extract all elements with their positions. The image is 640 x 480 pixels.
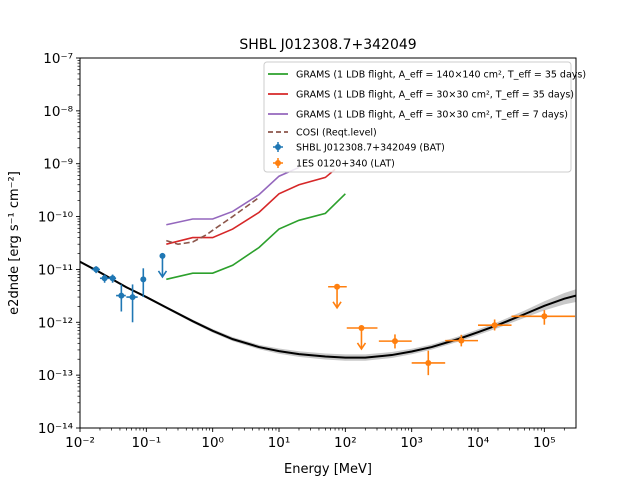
lat-ul-arrow-1 bbox=[356, 342, 367, 351]
chart-title: SHBL J012308.7+342049 bbox=[239, 37, 416, 53]
lat-point-3 bbox=[411, 350, 446, 376]
lat-marker-5 bbox=[491, 322, 498, 329]
bat-point-1 bbox=[99, 274, 109, 283]
lat-marker-4 bbox=[458, 337, 465, 344]
bat-marker-4 bbox=[129, 294, 136, 301]
y-tick-label: 10⁻⁸ bbox=[43, 104, 73, 120]
sensitivity-curve-1 bbox=[166, 168, 336, 245]
lat-point-1 bbox=[346, 324, 378, 351]
legend-label-grams-small-7d: GRAMS (1 LDB flight, A_eff = 30×30 cm², … bbox=[296, 110, 568, 121]
lat-point-6 bbox=[511, 310, 576, 325]
y-tick-label: 10⁻¹³ bbox=[38, 368, 73, 384]
lat-marker-0 bbox=[334, 283, 341, 290]
bat-marker-3 bbox=[118, 292, 125, 299]
lat-ul-arrow-0 bbox=[332, 301, 342, 310]
lat-point-2 bbox=[378, 334, 412, 349]
bat-point-0 bbox=[91, 266, 100, 274]
axes: 10⁻² 10⁻¹ 10⁰ 10¹ 10² 10³ 10⁴ 10⁵ 10⁻¹⁴ 10⁻¹³ 10⁻¹… bbox=[38, 51, 565, 451]
model-uncertainty-band bbox=[80, 260, 576, 361]
sensitivity-curve-0 bbox=[166, 193, 346, 281]
bat-ul-arrow-6 bbox=[157, 270, 168, 279]
y-tick-label: 10⁻⁹ bbox=[43, 157, 73, 173]
y-tick-label: 10⁻¹⁴ bbox=[38, 421, 73, 437]
sensitivity-curve-3 bbox=[166, 196, 260, 246]
bat-marker-5 bbox=[140, 276, 147, 283]
sensitivity-curve-2 bbox=[166, 166, 300, 226]
legend-label-lat: 1ES 0120+340 (LAT) bbox=[296, 159, 395, 170]
bat-marker-6 bbox=[159, 252, 166, 259]
legend-marker-lat bbox=[273, 158, 283, 168]
lat-point-5 bbox=[478, 319, 512, 331]
x-axis-label: Energy [MeV] bbox=[284, 462, 372, 477]
model-curve bbox=[80, 260, 576, 359]
y-axis-label: e2dnde [erg s⁻¹ cm⁻²] bbox=[7, 171, 22, 315]
bat-point-6 bbox=[157, 252, 168, 279]
lat-marker-6 bbox=[541, 313, 548, 320]
lat-point-0 bbox=[328, 283, 347, 310]
y-tick-label: 10⁻⁷ bbox=[43, 51, 73, 67]
lat-marker-2 bbox=[391, 338, 398, 345]
x-tick-label: 10¹ bbox=[268, 435, 291, 451]
bat-marker-1 bbox=[101, 275, 108, 282]
x-tick-label: 10⁴ bbox=[467, 435, 490, 451]
plot-area bbox=[80, 166, 576, 376]
legend-label-grams-big: GRAMS (1 LDB flight, A_eff = 140×140 cm²… bbox=[296, 70, 586, 81]
x-tick-label: 10⁻² bbox=[65, 435, 95, 451]
x-tick-label: 10² bbox=[334, 435, 357, 451]
legend: GRAMS (1 LDB flight, A_eff = 140×140 cm²… bbox=[263, 61, 586, 173]
x-tick-label: 10³ bbox=[400, 435, 423, 451]
legend-label-grams-small-35d: GRAMS (1 LDB flight, A_eff = 30×30 cm², … bbox=[296, 90, 574, 101]
legend-label-cosi: COSI (Reqt.level) bbox=[296, 128, 377, 139]
x-tick-label: 10⁵ bbox=[533, 435, 556, 451]
bat-point-5 bbox=[140, 268, 147, 298]
legend-label-bat: SHBL J012308.7+342049 (BAT) bbox=[296, 143, 445, 154]
legend-marker-bat bbox=[273, 142, 283, 152]
x-tick-label: 10⁰ bbox=[201, 435, 224, 451]
y-tick-label: 10⁻¹¹ bbox=[38, 262, 73, 278]
y-tick-label: 10⁻¹⁰ bbox=[38, 210, 73, 226]
x-tick-label: 10⁻¹ bbox=[131, 435, 161, 451]
bat-marker-2 bbox=[109, 275, 116, 282]
bat-point-4 bbox=[126, 284, 138, 323]
plot-frame bbox=[79, 57, 577, 429]
legend-box bbox=[263, 61, 572, 173]
lat-point-4 bbox=[445, 334, 479, 347]
y-tick-label: 10⁻¹² bbox=[38, 315, 73, 331]
lat-marker-3 bbox=[425, 359, 432, 366]
bat-point-2 bbox=[108, 274, 117, 283]
lat-marker-1 bbox=[358, 324, 365, 331]
bat-point-3 bbox=[116, 284, 126, 312]
bat-marker-0 bbox=[93, 266, 100, 273]
